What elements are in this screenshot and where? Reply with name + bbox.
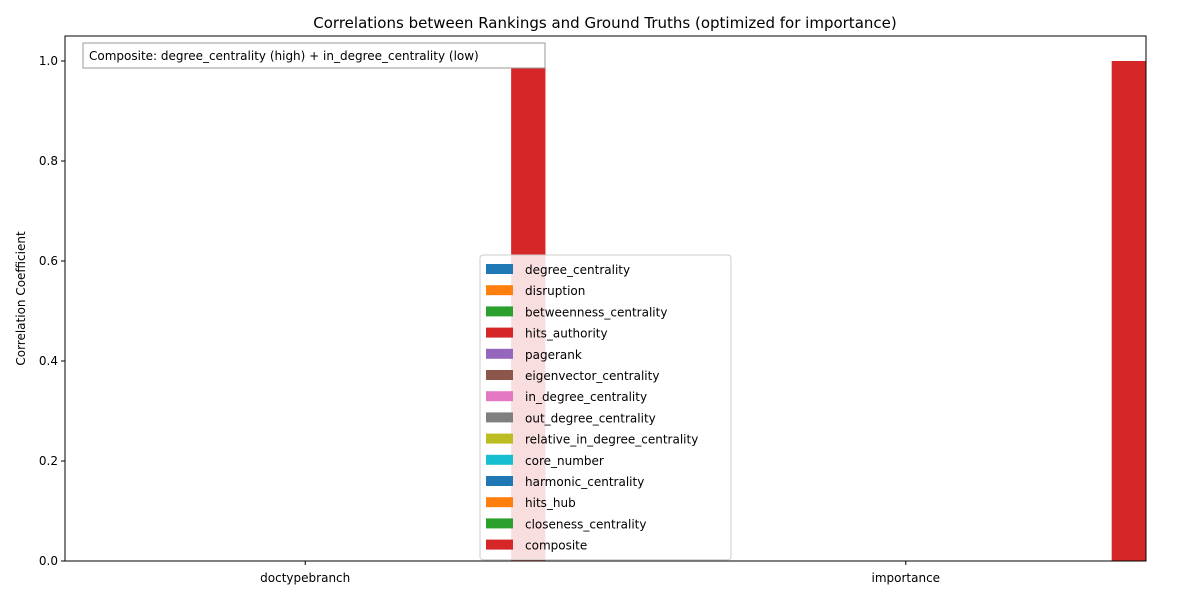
legend-label: hits_authority: [525, 327, 608, 341]
y-tick-label: 0.4: [39, 354, 58, 368]
legend-swatch: [486, 497, 513, 508]
legend-label: harmonic_centrality: [525, 475, 644, 489]
annotation-frame: [82, 42, 546, 69]
legend-label: relative_in_degree_centrality: [525, 433, 698, 447]
bar-composite-importance: [1111, 61, 1146, 561]
annotation-text: Composite: degree_centrality (high) + in…: [89, 49, 479, 63]
plot-area: 0.0 0.2 0.4 0.6 0.8 1.0 doctypebranch importan…: [39, 35, 1147, 585]
legend-swatch: [486, 264, 513, 274]
axes-frame: [64, 35, 1147, 562]
legend-swatch: [486, 518, 513, 529]
x-axis: doctypebranch importance: [260, 561, 940, 585]
legend-swatch: [486, 327, 513, 338]
y-tick-label: 0.8: [39, 154, 58, 168]
legend-label: degree_centrality: [525, 263, 630, 277]
annotation-box: Composite: degree_centrality (high) + in…: [82, 42, 546, 69]
legend-swatch: [486, 391, 513, 402]
legend-label: betweenness_centrality: [525, 305, 667, 319]
legend-swatch: [486, 454, 513, 465]
legend-label: hits_hub: [525, 496, 576, 510]
legend-label: eigenvector_centrality: [525, 369, 659, 383]
legend-swatch: [486, 412, 513, 423]
legend-swatch: [486, 476, 513, 486]
x-tick-label: importance: [871, 571, 940, 585]
legend-label: out_degree_centrality: [525, 411, 656, 425]
y-axis: 0.0 0.2 0.4 0.6 0.8 1.0: [39, 54, 65, 568]
legend-label: composite: [525, 539, 587, 553]
y-tick-label: 1.0: [39, 54, 58, 68]
legend-swatch: [486, 370, 513, 380]
legend-label: closeness_centrality: [525, 517, 646, 531]
y-tick-label: 0.6: [39, 254, 58, 268]
legend-label: disruption: [525, 284, 585, 298]
legend-label: pagerank: [525, 348, 582, 362]
y-axis-label: Correlation Coefficient: [14, 231, 28, 366]
y-tick-label: 0.2: [39, 454, 58, 468]
legend-swatch: [486, 348, 513, 359]
legend-swatch: [486, 285, 513, 296]
legend-swatch: [486, 539, 513, 550]
x-tick-label: doctypebranch: [260, 571, 350, 585]
legend-swatch: [486, 433, 513, 444]
chart-title: Correlations between Rankings and Ground…: [313, 14, 896, 32]
legend: degree_centrality disruption betweenness_c…: [479, 254, 732, 561]
legend-label: core_number: [525, 454, 604, 468]
legend-swatch: [486, 306, 513, 317]
legend-frame: [479, 254, 732, 561]
y-tick-label: 0.0: [39, 554, 58, 568]
legend-label: in_degree_centrality: [525, 390, 647, 404]
